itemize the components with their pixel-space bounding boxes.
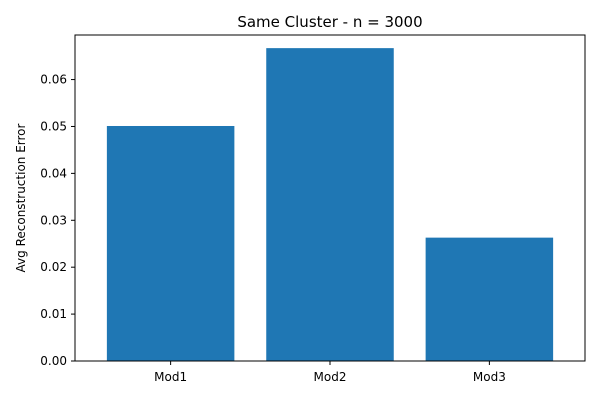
plot-frame bbox=[74, 34, 586, 362]
y-tick-label: 0.05 bbox=[40, 119, 67, 133]
y-tick-label: 0.01 bbox=[40, 307, 67, 321]
x-tick-label: Mod3 bbox=[473, 370, 506, 384]
bar-mod1 bbox=[106, 125, 235, 361]
y-tick-label: 0.04 bbox=[40, 166, 67, 180]
y-axis-label: Avg Reconstruction Error bbox=[14, 123, 28, 272]
x-tick-label: Mod1 bbox=[154, 370, 187, 384]
chart-title: Same Cluster - n = 3000 bbox=[237, 13, 422, 31]
y-axis-ticks: 0.00 0.01 0.02 0.03 0.04 0.05 0.06 bbox=[40, 73, 75, 368]
y-tick-label: 0.02 bbox=[40, 260, 67, 274]
bars-group bbox=[106, 48, 554, 361]
y-tick-label: 0.03 bbox=[40, 213, 67, 227]
y-tick-label: 0.00 bbox=[40, 354, 67, 368]
bar-mod3 bbox=[425, 237, 554, 361]
bar-mod2 bbox=[266, 48, 394, 361]
y-tick-label: 0.06 bbox=[40, 73, 67, 87]
x-axis-ticks: Mod1 Mod2 Mod3 bbox=[154, 361, 506, 384]
x-tick-label: Mod2 bbox=[314, 370, 347, 384]
